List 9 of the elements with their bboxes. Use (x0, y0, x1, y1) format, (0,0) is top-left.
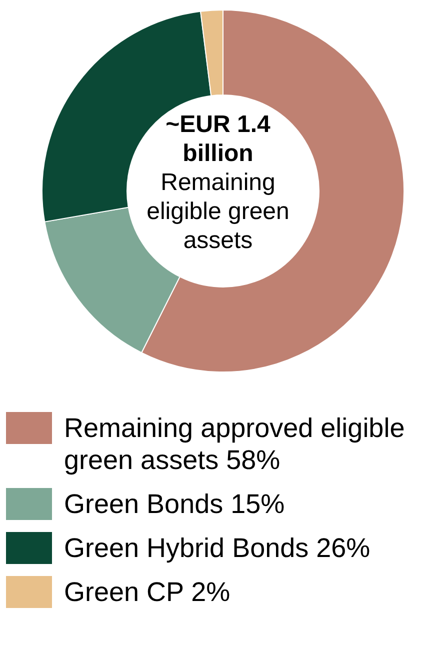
data-label: 26% (316, 533, 370, 563)
data-label: 15% (230, 489, 285, 519)
data-label: 2% (191, 577, 230, 607)
legend-label: Green Bonds (64, 489, 224, 519)
legend-label: Green Hybrid Bonds (64, 533, 309, 563)
legend-label: Green CP (64, 577, 184, 607)
text: ~EUR 1.4 billion (164, 110, 272, 168)
data-label: 58% (226, 445, 280, 475)
text: Remaining eligible green assets (146, 168, 290, 255)
